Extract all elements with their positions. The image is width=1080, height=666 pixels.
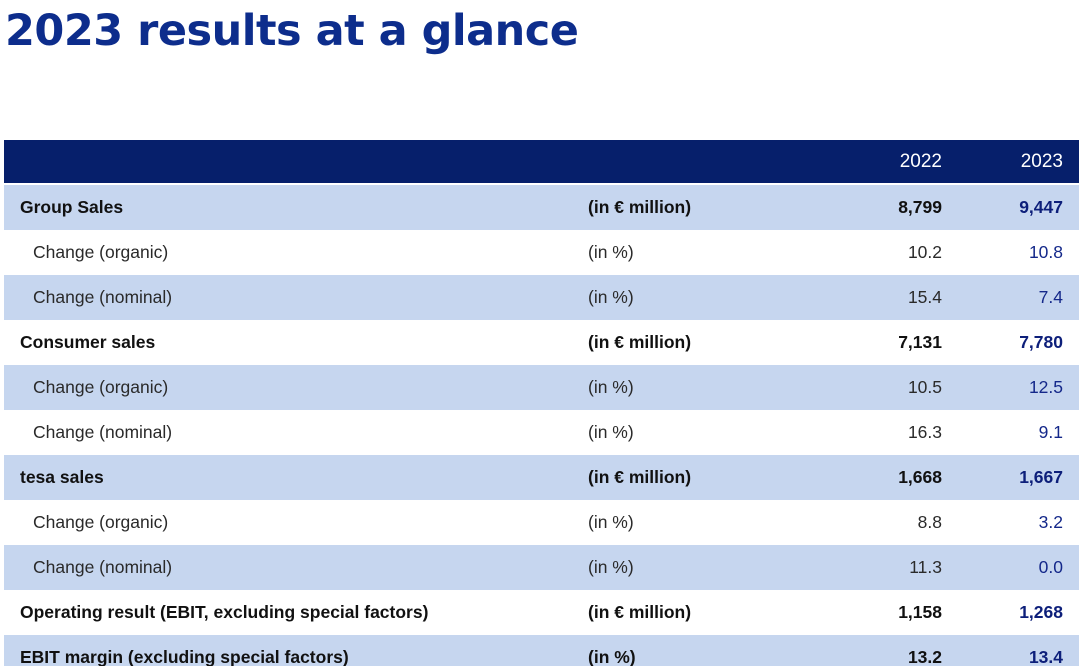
- value-2022: 10.2: [907, 242, 942, 262]
- row-label: Group Sales: [20, 197, 124, 217]
- value-2023: 7,780: [1019, 332, 1063, 352]
- value-2022: 13.2: [907, 647, 942, 666]
- table-row: Change (organic) (in %) 10.2 10.8: [4, 230, 1079, 275]
- value-2023: 9.1: [1038, 422, 1063, 442]
- row-label: Change (organic): [33, 242, 169, 262]
- row-label: Change (nominal): [33, 287, 173, 307]
- header-year-2023: 2023: [1020, 150, 1063, 172]
- value-2023: 10.8: [1028, 242, 1063, 262]
- value-2022: 16.3: [907, 422, 942, 442]
- value-2023: 7.4: [1038, 287, 1063, 307]
- table-row: Change (nominal) (in %) 15.4 7.4: [4, 275, 1079, 320]
- row-unit: (in € million): [588, 467, 692, 487]
- value-2023: 13.4: [1028, 647, 1063, 666]
- value-2022: 10.5: [907, 377, 942, 397]
- value-2023: 1,667: [1019, 467, 1063, 487]
- header-year-2022: 2022: [899, 150, 942, 172]
- row-label: EBIT margin (excluding special factors): [20, 647, 349, 666]
- table-row: Change (nominal) (in %) 16.3 9.1: [4, 410, 1079, 455]
- value-2022: 11.3: [909, 557, 942, 577]
- value-2022: 8,799: [898, 197, 942, 217]
- row-unit: (in %): [588, 287, 634, 307]
- value-2022: 7,131: [898, 332, 942, 352]
- table-row: Change (organic) (in %) 10.5 12.5: [4, 365, 1079, 410]
- value-2022: 15.4: [907, 287, 942, 307]
- row-label: Change (nominal): [33, 422, 173, 442]
- row-label: Change (nominal): [33, 557, 173, 577]
- row-unit: (in %): [588, 557, 634, 577]
- table-row: EBIT margin (excluding special factors) (…: [4, 635, 1079, 666]
- value-2022: 1,158: [898, 602, 942, 622]
- value-2022: 1,668: [898, 467, 942, 487]
- row-unit: (in %): [588, 422, 634, 442]
- table-row: Change (nominal) (in %) 11.3 0.0: [4, 545, 1079, 590]
- row-label: Consumer sales: [20, 332, 156, 352]
- row-unit: (in %): [588, 512, 634, 532]
- value-2023: 1,268: [1019, 602, 1063, 622]
- table-row: Group Sales (in € million) 8,799 9,447: [4, 185, 1079, 230]
- row-label: Change (organic): [33, 377, 169, 397]
- row-unit: (in € million): [588, 602, 692, 622]
- value-2023: 12.5: [1028, 377, 1063, 397]
- row-unit: (in %): [588, 647, 636, 666]
- value-2023: 3.2: [1038, 512, 1063, 532]
- table-row: Consumer sales (in € million) 7,131 7,780: [4, 320, 1079, 365]
- results-table: 2022 2023 Group Sales (in € million) 8,799…: [4, 140, 1079, 666]
- table-body: Group Sales (in € million) 8,799 9,447 Chang…: [4, 185, 1079, 666]
- table-row: Operating result (EBIT, excluding specia…: [4, 590, 1079, 635]
- row-label: tesa sales: [20, 467, 104, 487]
- row-unit: (in %): [588, 377, 634, 397]
- row-unit: (in € million): [588, 197, 692, 217]
- value-2022: 8.8: [917, 512, 942, 532]
- value-2023: 0.0: [1038, 557, 1063, 577]
- table-row: tesa sales (in € million) 1,668 1,667: [4, 455, 1079, 500]
- row-label: Change (organic): [33, 512, 169, 532]
- row-label: Operating result (EBIT, excluding specia…: [20, 602, 429, 622]
- value-2023: 9,447: [1019, 197, 1063, 217]
- table-row: Change (organic) (in %) 8.8 3.2: [4, 500, 1079, 545]
- page-title: 2023 results at a glance: [5, 6, 579, 56]
- table-header: 2022 2023: [4, 140, 1079, 185]
- row-unit: (in %): [588, 242, 634, 262]
- row-unit: (in € million): [588, 332, 692, 352]
